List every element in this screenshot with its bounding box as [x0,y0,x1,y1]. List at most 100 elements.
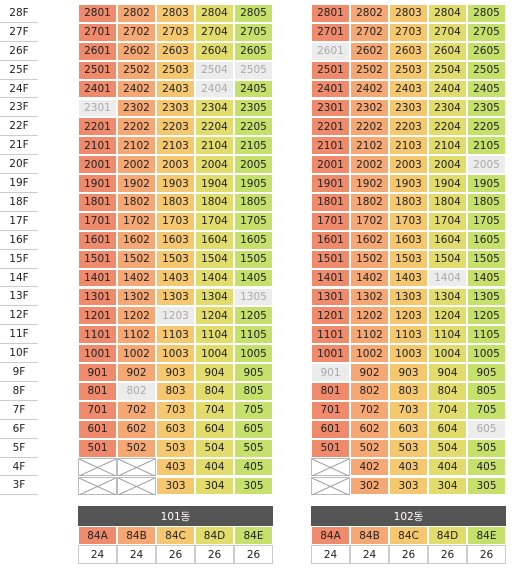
unit: 601 [78,419,117,439]
unit: 2003 [156,155,195,175]
unit: 905 [467,363,506,382]
floor-label: 17F [0,212,38,231]
unit: 1001 [78,344,117,364]
unit: 2304 [195,98,234,118]
unit: 1203 [389,306,428,326]
floor-label: 11F [0,325,38,345]
floor-label: 13F [0,288,38,307]
unit: 1202 [350,306,389,326]
unit: 804 [428,382,467,401]
cross [118,477,155,495]
unit: 602 [117,419,156,439]
unit: 904 [195,363,234,382]
unit: 1901 [78,174,117,193]
unit: 803 [156,382,195,401]
unit: 2502 [350,60,389,80]
unit: 2303 [389,98,428,118]
unit: 1604 [428,230,467,250]
unit: 502 [117,438,156,458]
unit: 805 [467,382,506,401]
unit: 2604 [428,41,467,61]
unit-count: 26 [428,545,467,564]
empty-unit [311,457,350,477]
unit: 1501 [78,249,117,269]
floor-label: 15F [0,250,38,269]
unit: 1004 [428,344,467,364]
unit: 2003 [389,155,428,175]
unit: 2203 [389,117,428,137]
unit: 1102 [350,325,389,345]
unit: 701 [78,400,117,420]
unit: 1404 [195,268,234,288]
unit: 703 [389,400,428,420]
unit: 904 [428,363,467,382]
unit: 2105 [467,136,506,156]
unit: 1401 [78,268,117,288]
unit: 1603 [156,230,195,250]
floor-label: 10F [0,344,38,364]
unit: 1001 [311,344,350,364]
unit-count: 26 [389,545,428,564]
unit: 1102 [117,325,156,345]
floor-label: 16F [0,231,38,250]
unit-type: 84A [311,526,350,545]
unit: 2704 [428,22,467,42]
unit: 403 [389,457,428,477]
floor-label: 14F [0,269,38,288]
unit: 505 [467,438,506,458]
unit: 503 [389,438,428,458]
cross [118,458,155,476]
unit: 504 [428,438,467,458]
floor-label: 27F [0,23,38,42]
unit: 1201 [311,306,350,326]
unit: 2305 [234,98,273,118]
unit: 1101 [78,325,117,345]
unit: 1501 [311,249,350,269]
unit: 1005 [467,344,506,364]
unit: 1705 [467,211,506,231]
unit: 2703 [389,22,428,42]
unit-type: 84B [117,526,156,545]
unit: 2002 [350,155,389,175]
unit: 1003 [389,344,428,364]
unit: 1803 [389,193,428,212]
unit: 2004 [428,155,467,175]
unit-type: 84C [156,526,195,545]
unit: 603 [156,419,195,439]
unit: 402 [350,457,389,477]
unit: 1905 [234,174,273,193]
unit: 303 [389,476,428,496]
unit: 404 [428,457,467,477]
floor-label: 23F [0,99,38,118]
unit: 2801 [78,4,117,23]
unit: 1902 [117,174,156,193]
unit-unavailable: 1404 [428,268,467,288]
unit: 2202 [350,117,389,137]
floor-label: 5F [0,439,38,458]
unit: 1705 [234,211,273,231]
unit: 2102 [117,136,156,156]
floor-label: 9F [0,363,38,382]
unit: 304 [428,476,467,496]
unit: 802 [350,382,389,401]
floor-label: 19F [0,174,38,193]
unit: 1702 [350,211,389,231]
unit: 501 [311,438,350,458]
unit: 1004 [195,344,234,364]
unit: 2203 [156,117,195,137]
empty-unit [78,457,117,477]
unit: 1103 [156,325,195,345]
unit: 605 [234,419,273,439]
unit-count: 24 [78,545,117,564]
unit: 1303 [156,287,195,307]
unit: 1002 [350,344,389,364]
unit: 1605 [234,230,273,250]
cross [312,477,349,495]
unit: 2702 [117,22,156,42]
unit-count: 24 [311,545,350,564]
unit-type: 84D [195,526,234,545]
unit: 2301 [311,98,350,118]
unit: 405 [234,457,273,477]
floor-label: 4F [0,458,38,477]
unit-unavailable: 1305 [234,287,273,307]
